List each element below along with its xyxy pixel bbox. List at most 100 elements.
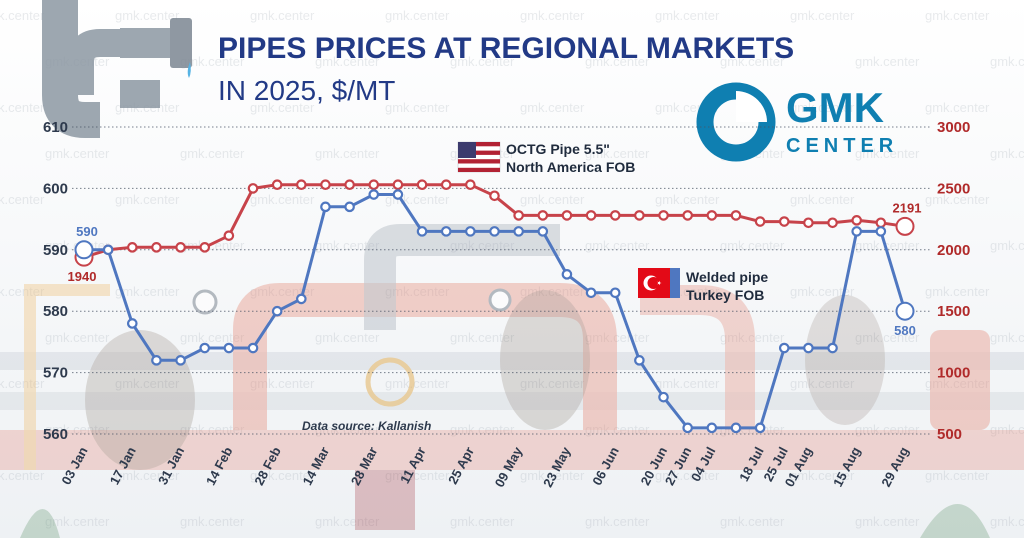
watermark-text: gmk.center bbox=[520, 468, 585, 483]
watermark-text: gmk.center bbox=[720, 514, 785, 529]
octg-point bbox=[296, 179, 307, 191]
welded-point bbox=[102, 244, 114, 256]
watermark-text: gmk.center bbox=[585, 514, 650, 529]
turkey-flag-icon bbox=[638, 268, 670, 298]
octg-point bbox=[416, 179, 428, 191]
legend-octg-label-line1: OCTG Pipe 5.5" bbox=[506, 141, 610, 157]
watermark-layer: gmk.center gmk.center gmk.center gmk.center… bbox=[0, 8, 1024, 529]
octg-point bbox=[730, 210, 742, 221]
right-axis-tick-label: 1000 bbox=[937, 365, 970, 382]
left-axis-tick-label: 560 bbox=[43, 426, 68, 443]
usa-flag-icon bbox=[457, 141, 501, 173]
welded-point bbox=[465, 226, 476, 237]
octg-point bbox=[440, 179, 452, 191]
watermark-text: gmk.center bbox=[385, 468, 450, 483]
watermark-text: gmk.center bbox=[45, 422, 110, 437]
welded-point bbox=[682, 422, 693, 434]
watermark-text: gmk.center bbox=[990, 54, 1024, 69]
octg-point bbox=[706, 210, 718, 221]
watermark-text: gmk.center bbox=[520, 376, 585, 391]
watermark-text: gmk.center bbox=[790, 468, 855, 483]
octg-point bbox=[682, 210, 693, 221]
watermark-text: gmk.center bbox=[790, 100, 855, 115]
octg-last-value-label: 2191 bbox=[893, 200, 922, 215]
watermark-text: gmk.center bbox=[315, 146, 380, 161]
watermark-text: gmk.center bbox=[855, 422, 920, 437]
watermark-text: gmk.center bbox=[115, 192, 180, 207]
watermark-text: gmk.center bbox=[585, 146, 650, 161]
welded-point bbox=[634, 355, 645, 366]
welded-last-value-label: 580 bbox=[894, 323, 916, 338]
watermark-text: gmk.center bbox=[655, 468, 720, 483]
welded-point bbox=[223, 342, 235, 354]
watermark-text: gmk.center bbox=[925, 468, 990, 483]
watermark-text: gmk.center bbox=[0, 100, 45, 115]
octg-point bbox=[561, 210, 573, 221]
octg-point bbox=[175, 242, 186, 253]
watermark-text: gmk.center bbox=[385, 376, 450, 391]
watermark-text: gmk.center bbox=[925, 376, 990, 391]
watermark-text: gmk.center bbox=[180, 422, 245, 437]
octg-point bbox=[778, 216, 790, 227]
watermark-text: gmk.center bbox=[315, 422, 380, 437]
octg-point bbox=[851, 215, 863, 226]
watermark-text: gmk.center bbox=[115, 284, 180, 299]
watermark-text: gmk.center bbox=[855, 514, 920, 529]
watermark-text: gmk.center bbox=[790, 376, 855, 391]
octg-point bbox=[320, 179, 331, 191]
logo-text-main: GMK bbox=[786, 84, 884, 131]
watermark-text: gmk.center bbox=[385, 100, 450, 115]
right-axis-tick-label: 2500 bbox=[937, 180, 970, 197]
octg-point bbox=[537, 210, 549, 221]
watermark-text: gmk.center bbox=[250, 376, 315, 391]
octg-point bbox=[223, 230, 235, 241]
watermark-text: gmk.center bbox=[0, 468, 45, 483]
watermark-text: gmk.center bbox=[790, 192, 855, 207]
watermark-text: gmk.center bbox=[450, 514, 515, 529]
watermark-text: gmk.center bbox=[385, 284, 450, 299]
watermark-text: gmk.center bbox=[655, 376, 720, 391]
welded-point bbox=[247, 342, 259, 354]
welded-point bbox=[296, 293, 307, 305]
octg-point bbox=[392, 179, 404, 191]
watermark-text: gmk.center bbox=[720, 330, 785, 345]
watermark-text: gmk.center bbox=[520, 192, 585, 207]
octg-point bbox=[585, 210, 597, 221]
watermark-text: gmk.center bbox=[790, 284, 855, 299]
welded-point bbox=[151, 355, 162, 366]
watermark-text: gmk.center bbox=[720, 238, 785, 253]
series-welded-turkey bbox=[74, 189, 915, 434]
watermark-text: gmk.center bbox=[925, 192, 990, 207]
series-end-labels: 590 580 1940 2191 bbox=[68, 200, 922, 338]
watermark-text: gmk.center bbox=[855, 330, 920, 345]
watermark-text: gmk.center bbox=[0, 8, 45, 23]
watermark-text: gmk.center bbox=[250, 100, 315, 115]
right-axis-tick-label: 2000 bbox=[937, 242, 970, 259]
welded-point bbox=[875, 226, 887, 237]
welded-point bbox=[658, 391, 669, 403]
watermark-text: gmk.center bbox=[180, 514, 245, 529]
left-axis-tick-label: 570 bbox=[43, 365, 68, 382]
left-axis-tick-label: 600 bbox=[43, 180, 68, 197]
watermark-text: gmk.center bbox=[180, 330, 245, 345]
watermark-text: gmk.center bbox=[990, 330, 1024, 345]
welded-point bbox=[199, 342, 211, 354]
octg-point bbox=[895, 216, 915, 236]
octg-first-value-label: 1940 bbox=[68, 269, 97, 284]
octg-point bbox=[634, 210, 645, 221]
watermark-text: gmk.center bbox=[45, 146, 110, 161]
watermark-text: gmk.center bbox=[925, 8, 990, 23]
watermark-text: gmk.center bbox=[0, 284, 45, 299]
welded-point bbox=[392, 189, 404, 200]
welded-point bbox=[416, 226, 428, 237]
welded-point bbox=[730, 422, 742, 434]
welded-first-value-label: 590 bbox=[76, 224, 98, 239]
watermark-text: gmk.center bbox=[990, 514, 1024, 529]
watermark-text: gmk.center bbox=[0, 192, 45, 207]
watermark-text: gmk.center bbox=[180, 54, 245, 69]
octg-point bbox=[513, 210, 524, 221]
welded-point bbox=[126, 318, 138, 329]
right-axis-tick-label: 500 bbox=[937, 426, 962, 443]
